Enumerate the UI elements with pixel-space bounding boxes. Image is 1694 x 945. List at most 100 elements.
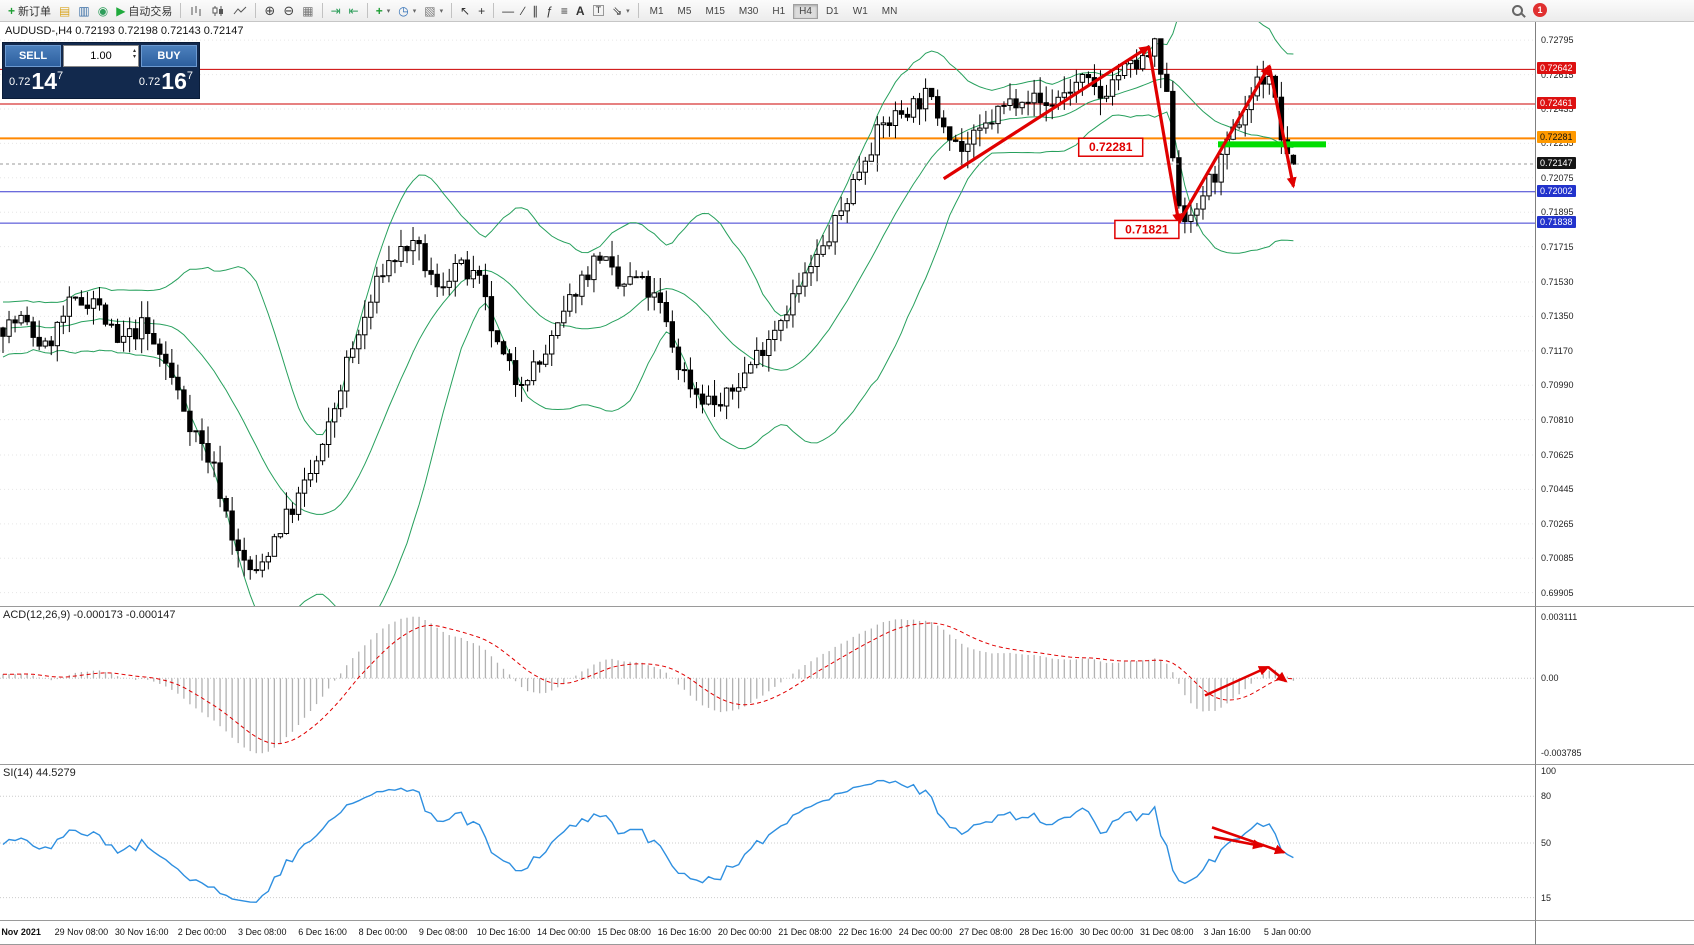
price-axis-label: 0.71530 xyxy=(1541,277,1574,287)
data-window-button[interactable]: ▥ xyxy=(74,2,93,20)
sell-button[interactable]: SELL xyxy=(5,45,61,67)
cursor-button[interactable]: ↖ xyxy=(456,2,474,20)
candlestick-chart-button[interactable] xyxy=(207,2,229,20)
search-icon[interactable] xyxy=(1512,4,1523,16)
fibonacci-icon: ƒ xyxy=(546,3,553,18)
macd-axis[interactable]: 0.003111 0.00 -0.003785 xyxy=(1535,607,1694,765)
zoom-in-button[interactable]: ⊕ xyxy=(260,2,279,20)
price-pane[interactable]: 0.72281 0.71821 AUDUSD-,H4 0.72193 0.7219… xyxy=(0,22,1535,607)
time-axis-label: 20 Dec 00:00 xyxy=(717,927,772,937)
depth-of-market-button[interactable]: ▤ xyxy=(55,2,74,20)
toolbar-separator xyxy=(493,3,495,18)
candlestick-chart[interactable]: 0.72281 0.71821 xyxy=(0,22,1535,607)
annotation-price-text: 0.71821 xyxy=(1125,222,1169,236)
zoom-in-icon: ⊕ xyxy=(264,3,276,18)
chart-shift-button[interactable]: ⇤ xyxy=(345,2,363,20)
timeframe-button-m1[interactable]: M1 xyxy=(649,5,664,17)
price-axis-label: 0.70265 xyxy=(1541,518,1574,529)
price-axis[interactable]: 0.727950.726150.724350.722550.720750.718… xyxy=(1535,22,1694,607)
price-axis-label: 0.71350 xyxy=(1541,311,1574,322)
new-order-label: 新订单 xyxy=(18,5,52,18)
toolbar-separator xyxy=(637,3,639,18)
macd-pane[interactable]: ACD(12,26,9) -0.000173 -0.000147 xyxy=(0,607,1535,765)
price-axis-label: 0.70625 xyxy=(1541,450,1574,460)
rsi-chart[interactable] xyxy=(0,765,1535,921)
spin-up-icon[interactable]: ▴ xyxy=(132,48,136,54)
timeframe-button-m5[interactable]: M5 xyxy=(677,5,692,17)
annotation-price-box xyxy=(1114,219,1180,240)
bar-chart-icon xyxy=(191,5,201,16)
toolbar-right-group: 1 xyxy=(1512,3,1547,17)
arrows-button[interactable]: ⇘ ▾ xyxy=(608,2,634,20)
time-axis-label: 10 Dec 16:00 xyxy=(476,927,531,937)
auto-scroll-button[interactable]: ⇥ xyxy=(327,2,345,20)
price-axis-label: 0.69905 xyxy=(1541,587,1574,598)
macd-label: ACD(12,26,9) -0.000173 -0.000147 xyxy=(3,609,176,621)
navigator-icon: ◉ xyxy=(97,3,109,18)
templates-button[interactable]: ▧ ▾ xyxy=(420,2,447,20)
periods-button[interactable]: ◷ ▾ xyxy=(394,2,420,20)
rsi-axis-label: 50 xyxy=(1541,838,1552,848)
depth-of-market-icon: ▤ xyxy=(59,3,71,18)
bar-chart-button[interactable] xyxy=(185,2,207,20)
text-button[interactable]: A xyxy=(572,2,589,20)
indicators-button[interactable]: + ▾ xyxy=(372,2,395,20)
new-order-button[interactable]: + 新订单 xyxy=(4,2,55,20)
line-chart-icon xyxy=(234,6,247,14)
clock-icon: ◷ xyxy=(398,3,409,18)
timeframe-button-w1[interactable]: W1 xyxy=(852,5,868,17)
zoom-out-button[interactable]: ⊖ xyxy=(279,2,298,20)
price-axis-label: 0.70810 xyxy=(1541,414,1574,425)
spin-down-icon[interactable]: ▾ xyxy=(132,54,136,60)
price-badge-blue: 0.71838 xyxy=(1537,216,1576,229)
timeframe-button-m30[interactable]: M30 xyxy=(738,5,759,17)
candlestick-chart-icon xyxy=(212,5,224,16)
notification-badge[interactable]: 1 xyxy=(1533,3,1547,17)
price-badge-red: 0.72461 xyxy=(1537,97,1576,109)
line-chart-button[interactable] xyxy=(229,2,251,20)
price-badge-red: 0.72642 xyxy=(1537,62,1576,75)
timeframe-button-h1[interactable]: H1 xyxy=(772,5,786,17)
fibonacci-button[interactable]: ƒ xyxy=(542,2,557,20)
time-axis-label: 5 Jan 00:00 xyxy=(1263,927,1311,937)
chart-grid: 0.72281 0.71821 AUDUSD-,H4 0.72193 0.7219… xyxy=(0,22,1694,945)
buy-button[interactable]: BUY xyxy=(141,45,197,67)
timeframe-button-mn[interactable]: MN xyxy=(881,5,898,17)
timeframe-button-m15[interactable]: M15 xyxy=(705,5,725,17)
crosshair-icon: + xyxy=(478,3,486,18)
crosshair-button[interactable]: + xyxy=(474,2,489,20)
time-axis-label: 8 Dec 00:00 xyxy=(358,927,408,937)
channel-button[interactable]: ∥ xyxy=(528,2,542,20)
time-axis-label: Nov 2021 xyxy=(1,927,41,937)
timeframe-button-h4[interactable]: H4 xyxy=(793,3,818,19)
rsi-axis[interactable]: 100 80 50 15 xyxy=(1535,765,1694,921)
timeframe-button-d1[interactable]: D1 xyxy=(825,5,839,17)
price-axis-label: 0.72615 xyxy=(1541,69,1574,80)
time-axis-label: 30 Nov 16:00 xyxy=(114,927,169,937)
cycle-lines-button[interactable]: ≡ xyxy=(557,2,572,20)
volume-input[interactable]: 1.00 ▴ ▾ xyxy=(63,45,139,67)
horizontal-line-button[interactable]: — xyxy=(498,2,518,20)
text-label-icon: T xyxy=(592,5,605,16)
price-axis-label: 0.70445 xyxy=(1541,484,1574,495)
price-axis-label: 0.72255 xyxy=(1541,138,1574,149)
timeframe-toolbar: M1 M5 M15 M30 H1 H4 D1 W1 MN xyxy=(643,3,905,19)
trendline-button[interactable]: ∕ xyxy=(518,2,528,20)
volume-spinner[interactable]: ▴ ▾ xyxy=(133,48,136,60)
tile-windows-button[interactable]: ▦ xyxy=(298,2,317,20)
auto-scroll-icon: ⇥ xyxy=(330,3,341,18)
arrow-tool-icon: ⇘ xyxy=(612,3,623,18)
text-label-button[interactable]: T xyxy=(589,2,609,20)
time-axis-label: 27 Dec 08:00 xyxy=(959,927,1013,937)
macd-chart[interactable] xyxy=(0,607,1535,765)
auto-trading-button[interactable]: ▶ 自动交易 xyxy=(112,2,176,20)
channel-icon: ∥ xyxy=(532,3,539,18)
time-axis[interactable]: Nov 2021 29 Nov 08:00 30 Nov 16:00 2 Dec 00… xyxy=(0,921,1535,945)
navigator-button[interactable]: ◉ xyxy=(94,2,112,20)
time-axis-label: 3 Dec 08:00 xyxy=(238,927,287,937)
green-zone-highlight xyxy=(1218,141,1326,148)
time-axis-label: 16 Dec 16:00 xyxy=(657,927,712,937)
rsi-axis-label: 80 xyxy=(1541,791,1552,802)
rsi-pane[interactable]: SI(14) 44.5279 xyxy=(0,765,1535,921)
toolbar-separator xyxy=(321,3,323,18)
